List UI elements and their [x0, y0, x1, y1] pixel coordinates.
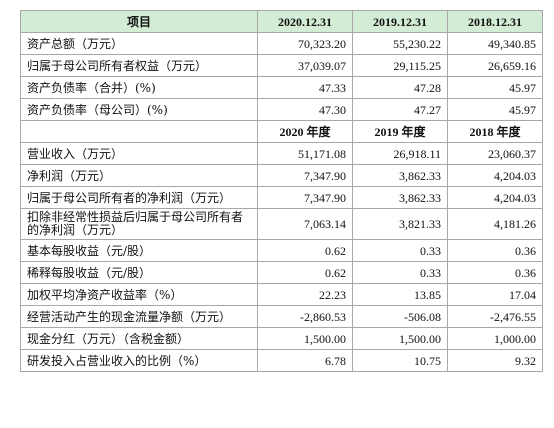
cell-2020: -2,860.53	[257, 305, 353, 328]
table-row: 扣除非经常性损益后归属于母公司所有者的净利润（万元） 7,063.14 3,82…	[20, 208, 543, 240]
cell-2018: 49,340.85	[447, 32, 543, 55]
header-2018-12-31: 2018.12.31	[447, 10, 543, 33]
period-header-row: 2020 年度 2019 年度 2018 年度	[20, 120, 543, 143]
cell-2018: 26,659.16	[447, 54, 543, 77]
header-2020-12-31: 2020.12.31	[257, 10, 353, 33]
row-label: 归属于母公司所有者权益（万元）	[20, 54, 258, 77]
cell-2019: 26,918.11	[352, 142, 448, 165]
table-row: 基本每股收益（元/股） 0.62 0.33 0.36	[20, 239, 543, 262]
cell-2020: 7,063.14	[257, 208, 353, 240]
cell-2020: 0.62	[257, 239, 353, 262]
table-row: 经营活动产生的现金流量净额（万元） -2,860.53 -506.08 -2,4…	[20, 305, 543, 328]
cell-2019: 0.33	[352, 261, 448, 284]
period-header-blank	[20, 120, 258, 143]
row-label: 基本每股收益（元/股）	[20, 239, 258, 262]
cell-2018: 1,000.00	[447, 327, 543, 350]
cell-2019: 3,862.33	[352, 186, 448, 209]
cell-2018: 0.36	[447, 261, 543, 284]
row-label: 营业收入（万元）	[20, 142, 258, 165]
cell-2019: 47.28	[352, 76, 448, 99]
cell-2018: 45.97	[447, 98, 543, 121]
table-row: 归属于母公司所有者的净利润（万元） 7,347.90 3,862.33 4,20…	[20, 186, 543, 209]
cell-2018: 0.36	[447, 239, 543, 262]
table-row: 研发投入占营业收入的比例（%） 6.78 10.75 9.32	[20, 349, 543, 372]
row-label: 研发投入占营业收入的比例（%）	[20, 349, 258, 372]
header-2020-year: 2020 年度	[257, 120, 353, 143]
table-row: 加权平均净资产收益率（%） 22.23 13.85 17.04	[20, 283, 543, 306]
table-header-row: 项目 2020.12.31 2019.12.31 2018.12.31	[20, 10, 543, 33]
table-row: 净利润（万元） 7,347.90 3,862.33 4,204.03	[20, 164, 543, 187]
row-label: 资产负债率（合并）(%)	[20, 76, 258, 99]
table-row: 现金分红（万元）（含税金额） 1,500.00 1,500.00 1,000.0…	[20, 327, 543, 350]
table-row: 营业收入（万元） 51,171.08 26,918.11 23,060.37	[20, 142, 543, 165]
cell-2020: 7,347.90	[257, 186, 353, 209]
cell-2018: 45.97	[447, 76, 543, 99]
financial-indicators-table: 项目 2020.12.31 2019.12.31 2018.12.31 资产总额…	[20, 10, 543, 372]
row-label: 加权平均净资产收益率（%）	[20, 283, 258, 306]
cell-2019: 10.75	[352, 349, 448, 372]
table-row: 归属于母公司所有者权益（万元） 37,039.07 29,115.25 26,6…	[20, 54, 543, 77]
cell-2020: 0.62	[257, 261, 353, 284]
row-label: 资产总额（万元）	[20, 32, 258, 55]
cell-2020: 37,039.07	[257, 54, 353, 77]
cell-2019: 13.85	[352, 283, 448, 306]
row-label: 资产负债率（母公司）(%)	[20, 98, 258, 121]
cell-2020: 51,171.08	[257, 142, 353, 165]
cell-2020: 47.30	[257, 98, 353, 121]
cell-2018: 4,204.03	[447, 186, 543, 209]
cell-2019: 3,821.33	[352, 208, 448, 240]
cell-2020: 1,500.00	[257, 327, 353, 350]
cell-2018: 9.32	[447, 349, 543, 372]
cell-2019: 3,862.33	[352, 164, 448, 187]
cell-2019: 1,500.00	[352, 327, 448, 350]
cell-2019: -506.08	[352, 305, 448, 328]
cell-2018: 23,060.37	[447, 142, 543, 165]
row-label: 现金分红（万元）（含税金额）	[20, 327, 258, 350]
cell-2018: 17.04	[447, 283, 543, 306]
cell-2018: -2,476.55	[447, 305, 543, 328]
cell-2020: 70,323.20	[257, 32, 353, 55]
table-row: 资产负债率（母公司）(%) 47.30 47.27 45.97	[20, 98, 543, 121]
header-2019-year: 2019 年度	[352, 120, 448, 143]
row-label: 扣除非经常性损益后归属于母公司所有者的净利润（万元）	[20, 208, 258, 240]
row-label: 净利润（万元）	[20, 164, 258, 187]
cell-2019: 55,230.22	[352, 32, 448, 55]
header-2018-year: 2018 年度	[447, 120, 543, 143]
row-label: 稀释每股收益（元/股）	[20, 261, 258, 284]
row-label: 归属于母公司所有者的净利润（万元）	[20, 186, 258, 209]
cell-2020: 22.23	[257, 283, 353, 306]
cell-2018: 4,181.26	[447, 208, 543, 240]
table-row: 资产总额（万元） 70,323.20 55,230.22 49,340.85	[20, 32, 543, 55]
cell-2020: 7,347.90	[257, 164, 353, 187]
cell-2019: 47.27	[352, 98, 448, 121]
cell-2020: 47.33	[257, 76, 353, 99]
table-row: 资产负债率（合并）(%) 47.33 47.28 45.97	[20, 76, 543, 99]
cell-2019: 0.33	[352, 239, 448, 262]
table-row: 稀释每股收益（元/股） 0.62 0.33 0.36	[20, 261, 543, 284]
cell-2019: 29,115.25	[352, 54, 448, 77]
cell-2018: 4,204.03	[447, 164, 543, 187]
header-item: 项目	[20, 10, 258, 33]
cell-2020: 6.78	[257, 349, 353, 372]
row-label: 经营活动产生的现金流量净额（万元）	[20, 305, 258, 328]
header-2019-12-31: 2019.12.31	[352, 10, 448, 33]
